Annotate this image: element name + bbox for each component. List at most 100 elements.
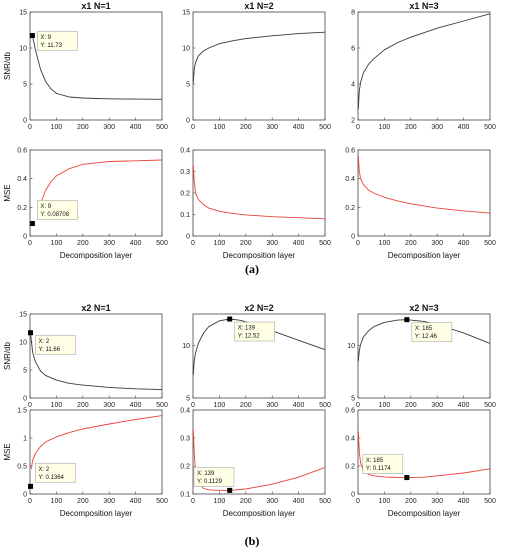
- panel-b-snr-1-title: x2 N=1: [81, 303, 110, 313]
- panel-b-snr-3-datatip-marker: [404, 317, 410, 323]
- panel-a-snr-3-xtick-label: 0: [356, 124, 360, 131]
- panel-b-snr-1-datatip-x: X: 2: [39, 339, 50, 345]
- panel-a-snr-1-xtick-label: 400: [130, 124, 142, 131]
- panel-b-snr-3-xtick-label: 200: [405, 402, 417, 409]
- panel-b-mse-3-datatip-x: X: 185: [366, 458, 384, 464]
- panel-a-snr-1-ylabel: SNR/db: [3, 51, 12, 80]
- panel-b-mse-2-xtick-label: 400: [293, 498, 305, 505]
- panel-b-snr-2-xtick-label: 500: [319, 402, 331, 409]
- panel-a-mse-1-datatip-box: [37, 200, 78, 220]
- panel-b-mse-2-xtick-label: 100: [214, 498, 226, 505]
- panel-b-snr-1-xtick-label: 0: [28, 402, 32, 409]
- panel-b-mse-3-ytick-label: 0.4: [345, 436, 355, 443]
- panel-b-mse-2-datatip-y: Y: 0.1129: [197, 479, 223, 485]
- panel-a-snr-1-ytick-label: 5: [23, 82, 27, 89]
- panel-b-snr-2-datatip-box: [234, 321, 275, 342]
- panel-a-mse-1-datatip-x: X: 9: [40, 204, 51, 210]
- panel-b-mse-1-xtick-label: 0: [28, 498, 32, 505]
- panel-b-mse-1-datatip-x: X: 2: [39, 467, 50, 473]
- panel-a-mse-1-series-line: [40, 159, 163, 204]
- panel-a-mse-1-ytick-label: 0.2: [17, 205, 27, 212]
- panel-b-mse-3-ytick-label: 0.2: [345, 464, 355, 471]
- panel-a-snr-2-frame: [192, 11, 326, 121]
- panel-a-snr-3-xtick-label: 100: [379, 124, 391, 131]
- panel-a-mse-2-ytick-label: 0: [186, 234, 190, 241]
- caption-a: (a): [245, 262, 259, 276]
- panel-b-mse-1-xtick-label: 100: [51, 498, 63, 505]
- panel-b-mse-2-datatip-marker: [227, 487, 233, 493]
- panel-b-mse-3-datatip-y: Y: 0.1174: [366, 466, 392, 472]
- panel-a-snr-2-title: x1 N=2: [244, 1, 273, 11]
- panel-b-mse-1-xtick-label: 500: [156, 498, 168, 505]
- panel-a-snr-3-xtick-label: 200: [405, 124, 417, 131]
- panel-b-snr-1-datatip-y: Y: 11.66: [39, 347, 61, 353]
- panel-a-mse-3-frame: [357, 149, 491, 237]
- panel-a-mse-3-xtick-label: 500: [484, 240, 496, 247]
- panel-a-snr-3-ytick-label: 6: [351, 46, 355, 53]
- panel-b-snr-1-series-line: [30, 332, 163, 391]
- panel-a-snr-3-frame: [357, 11, 491, 121]
- panel-b-mse-1-ytick-label: 1.5: [17, 408, 27, 415]
- panel-b-mse-2-xtick-label: 300: [266, 498, 278, 505]
- panel-b-snr-1-ytick-label: 15: [19, 312, 27, 319]
- panel-b-mse-1-xlabel: Decomposition layer: [60, 509, 133, 518]
- panel-a-snr-3-xtick-label: 400: [458, 124, 470, 131]
- panel-a-mse-1-xtick-label: 500: [156, 240, 168, 247]
- panel-a-snr-1-datatip-box: [37, 31, 78, 51]
- panel-a-mse-2-xtick-label: 500: [319, 240, 331, 247]
- panel-a-mse-3-ytick-label: 0: [351, 234, 355, 241]
- panel-b-mse-1-ytick-label: 0.5: [17, 464, 27, 471]
- panel-b-mse-1-series-line: [30, 415, 163, 469]
- panel-a-snr-2-xtick-label: 500: [319, 124, 331, 131]
- panel-b-snr-3-xtick-label: 400: [458, 402, 470, 409]
- panel-b-mse-2-ytick-label: 0.4: [180, 408, 190, 415]
- panel-b-snr-3-xtick-label: 500: [484, 402, 496, 409]
- panel-a-snr-3-ytick-label: 2: [351, 118, 355, 125]
- panel-a-mse-3-ytick-label: 0.2: [345, 205, 355, 212]
- panel-a-snr-2-ytick-label: 15: [182, 10, 190, 17]
- panel-a-mse-1-ytick-label: 0: [23, 234, 27, 241]
- panel-a-mse-1-xtick-label: 300: [103, 240, 115, 247]
- panel-b-snr-1-xtick-label: 400: [130, 402, 142, 409]
- panel-a-mse-2-frame: [192, 149, 326, 237]
- panel-b-snr-3-ytick-label: 10: [347, 343, 355, 350]
- panel-b-mse-3-xlabel: Decomposition layer: [388, 509, 461, 518]
- panel-a-snr-1-ytick-label: 0: [23, 118, 27, 125]
- panel-b-mse-3-xtick-label: 200: [405, 498, 417, 505]
- panel-b-mse-3-xtick-label: 300: [431, 498, 443, 505]
- panel-b-mse-1-xtick-label: 200: [77, 498, 89, 505]
- panel-b-snr-2-xtick-label: 0: [191, 402, 195, 409]
- panel-b-snr-3-xtick-label: 300: [431, 402, 443, 409]
- panel-a-snr-2-ytick-label: 10: [182, 46, 190, 53]
- panel-b-snr-3-xtick-label: 0: [356, 402, 360, 409]
- panel-b-snr-3-title: x2 N=3: [409, 303, 438, 313]
- panel-a-mse-1-xtick-label: 400: [130, 240, 142, 247]
- panel-a-mse-2-xtick-label: 100: [214, 240, 226, 247]
- panel-b-mse-1-datatip-box: [35, 463, 76, 483]
- panel-a-mse-2-ytick-label: 0.4: [180, 148, 190, 155]
- panel-b-snr-3-xtick-label: 100: [379, 402, 391, 409]
- panel-a-mse-3-xlabel: Decomposition layer: [388, 251, 461, 260]
- panel-b-snr-1-xtick-label: 100: [51, 402, 63, 409]
- panel-b-mse-1-xtick-label: 400: [130, 498, 142, 505]
- panel-b-snr-2-ytick-label: 10: [182, 343, 190, 350]
- panel-a-mse-3-xtick-label: 100: [379, 240, 391, 247]
- panel-a-snr-3-ytick-label: 4: [351, 82, 355, 89]
- panel-b-mse-2-ytick-label: 0.1: [180, 492, 190, 499]
- panel-b-mse-3-xtick-label: 100: [379, 498, 391, 505]
- panel-a-mse-3-xtick-label: 200: [405, 240, 417, 247]
- panel-b-mse-3-ytick-label: 0: [351, 492, 355, 499]
- panel-a-snr-1-xtick-label: 300: [103, 124, 115, 131]
- panel-b-mse-3-xtick-label: 0: [356, 498, 360, 505]
- panel-a-mse-2-xtick-label: 200: [240, 240, 252, 247]
- panel-a-mse-3-series-line: [357, 155, 491, 214]
- panel-a-mse-1-ytick-label: 0.6: [17, 148, 27, 155]
- panel-a-snr-1-title: x1 N=1: [81, 1, 110, 11]
- panel-b-mse-3-series-line: [357, 430, 491, 479]
- panel-a-mse-2-xtick-label: 400: [293, 240, 305, 247]
- panel-a-mse-1-datatip-y: Y: 0.08708: [40, 212, 69, 218]
- panel-a-snr-1-datatip-x: X: 9: [40, 35, 51, 41]
- panel-b-mse-2-ytick-label: 0.2: [180, 464, 190, 471]
- panel-a-mse-3-xtick-label: 300: [431, 240, 443, 247]
